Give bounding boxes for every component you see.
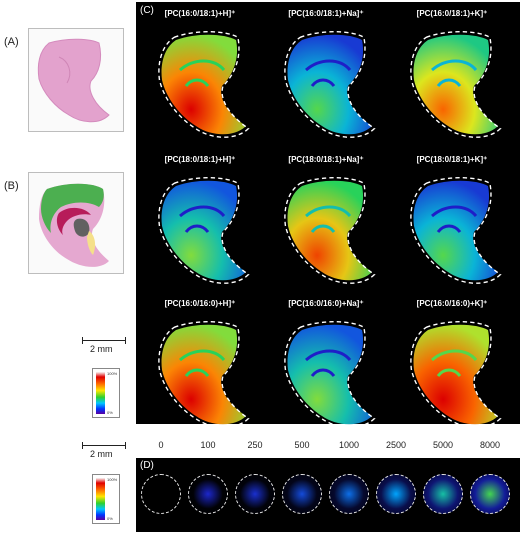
calibration-spot [470, 474, 510, 514]
ion-label: [PC(16:0/16:0)+Na]⁺ [288, 299, 364, 308]
calibration-spot [141, 474, 181, 514]
concentration-label: 100 [200, 440, 216, 450]
panel-label-d: (D) [140, 460, 154, 471]
colorbar-max-label: 100% [107, 477, 118, 482]
calibration-spot [329, 474, 369, 514]
concentration-label: 500 [294, 440, 310, 450]
calibration-spot [423, 474, 463, 514]
scale-bar-d-tick [82, 442, 83, 449]
tissue-intensity-fill [161, 324, 246, 425]
hippocampus-structure [305, 205, 352, 233]
ion-label: [PC(18:0/18:1)+K]⁺ [416, 155, 488, 164]
panel-label-a: (A) [4, 36, 19, 48]
concentration-label: 250 [247, 440, 263, 450]
ms-image-slice [410, 31, 502, 138]
panel-label-b: (B) [4, 180, 19, 192]
hippocampus-structure [179, 349, 226, 377]
region-map [39, 183, 109, 267]
tissue-outline [158, 31, 250, 138]
tissue-outline [410, 31, 502, 138]
ms-image-slice [158, 321, 250, 428]
calibration-spot [376, 474, 416, 514]
colorbar-d: 100% 0% [92, 474, 120, 524]
tissue-intensity-fill [413, 34, 498, 135]
ion-label: [PC(16:0/16:0)+H]⁺ [164, 299, 236, 308]
scale-bar-c-tick [82, 337, 83, 344]
ion-label: [PC(16:0/18:1)+K]⁺ [416, 9, 488, 18]
concentration-label: 0 [158, 440, 164, 450]
ion-label: [PC(18:0/18:1)+Na]⁺ [288, 155, 364, 164]
calibration-spot [235, 474, 275, 514]
tissue-intensity-fill [287, 180, 372, 281]
calibration-spot [188, 474, 228, 514]
hippocampus-structure [431, 205, 478, 233]
tissue-outline [284, 31, 376, 138]
ms-image-slice [284, 31, 376, 138]
tissue-outline [158, 177, 250, 284]
tissue-intensity-fill [287, 34, 372, 135]
hippocampus-structure [179, 59, 226, 87]
colorbar-min-label: 0% [107, 516, 113, 521]
calibration-spot [282, 474, 322, 514]
tissue-intensity-fill [413, 180, 498, 281]
colorbar-min-label: 0% [107, 410, 113, 415]
annotated-regions-thumbnail [28, 172, 124, 274]
hippocampus-structure [431, 349, 478, 377]
ms-image-slice [410, 177, 502, 284]
ion-label: [PC(16:0/18:1)+H]⁺ [164, 9, 236, 18]
tissue-intensity-fill [413, 324, 498, 425]
ms-image-slice [158, 177, 250, 284]
tissue-intensity-fill [287, 324, 372, 425]
scale-bar-c-label: 2 mm [90, 344, 113, 354]
he-tissue-shape [37, 38, 110, 123]
hippocampus-structure [431, 59, 478, 87]
colorbar-gradient [96, 478, 105, 520]
ms-image-slice [284, 177, 376, 284]
ion-label: [PC(16:0/18:1)+Na]⁺ [288, 9, 364, 18]
colorbar-gradient [96, 372, 105, 414]
hippocampus-structure [305, 59, 352, 87]
tissue-intensity-fill [161, 34, 246, 135]
scale-bar-c [82, 340, 126, 341]
scale-bar-d-tick [125, 442, 126, 449]
ms-image-slice [284, 321, 376, 428]
tissue-intensity-fill [161, 180, 246, 281]
ms-image-slice [158, 31, 250, 138]
tissue-outline [158, 321, 250, 428]
concentration-label: 5000 [432, 440, 454, 450]
hippocampus-structure [305, 349, 352, 377]
concentration-label: 2500 [385, 440, 407, 450]
scale-bar-d-label: 2 mm [90, 449, 113, 459]
concentration-label: 8000 [479, 440, 501, 450]
ion-label: [PC(16:0/16:0)+K]⁺ [416, 299, 488, 308]
tissue-outline [410, 177, 502, 284]
colorbar-max-label: 100% [107, 371, 118, 376]
panel-label-c: (C) [140, 5, 154, 16]
concentration-label: 1000 [338, 440, 360, 450]
scale-bar-d [82, 445, 126, 446]
tissue-outline [284, 177, 376, 284]
ms-image-slice [410, 321, 502, 428]
ion-label: [PC(18:0/18:1)+H]⁺ [164, 155, 236, 164]
scale-bar-c-tick [125, 337, 126, 344]
tissue-outline [410, 321, 502, 428]
hippocampus-structure [179, 205, 226, 233]
tissue-outline [284, 321, 376, 428]
he-stained-section-thumbnail [28, 28, 124, 132]
colorbar-c: 100% 0% [92, 368, 120, 418]
